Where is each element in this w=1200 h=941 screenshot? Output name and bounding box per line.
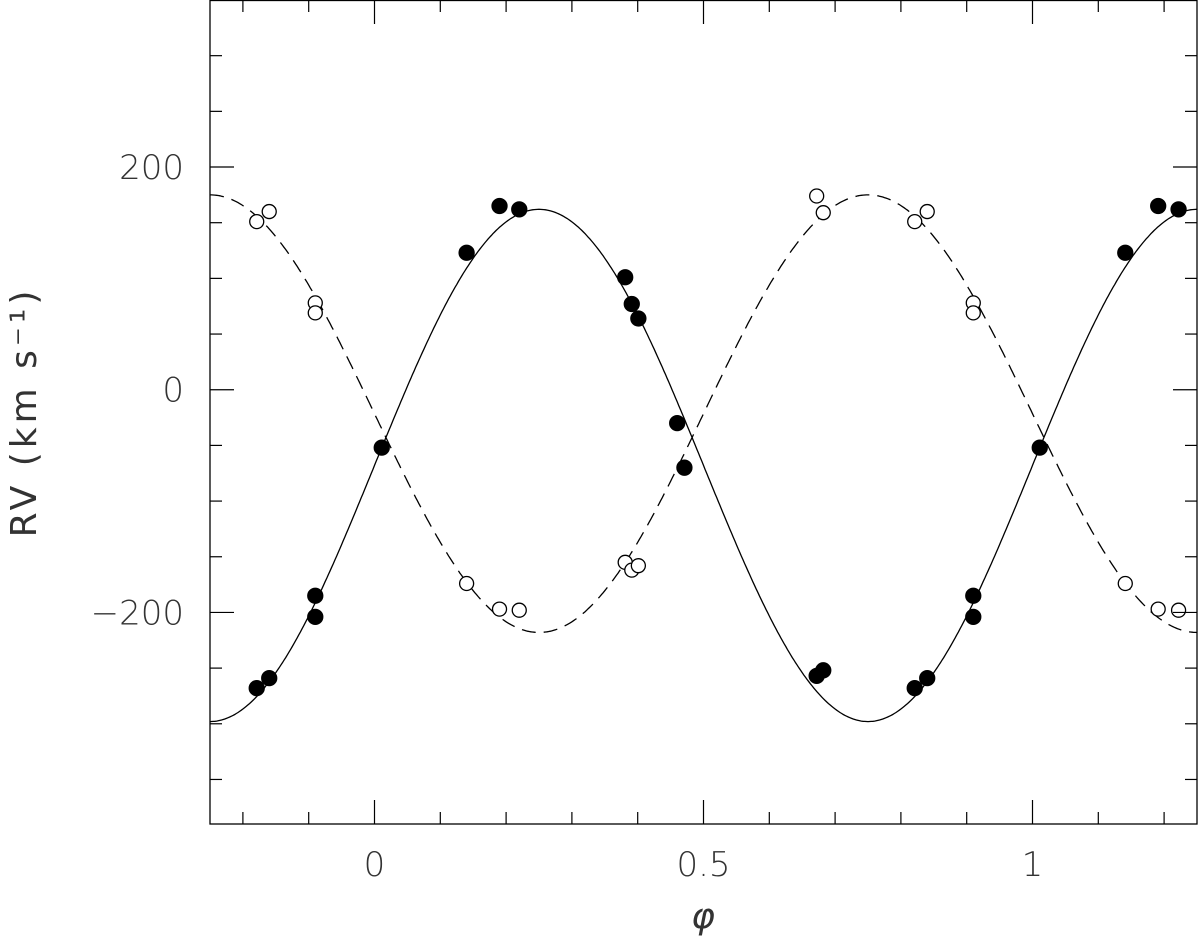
- data-point-filled: [373, 439, 390, 456]
- data-point-open: [919, 203, 935, 220]
- x-axis-label: φ: [691, 896, 715, 937]
- fit-curve-solid: [210, 208, 1197, 723]
- data-point-filled: [458, 244, 475, 261]
- data-point-filled: [307, 587, 324, 604]
- data-point-filled: [248, 680, 265, 697]
- data-point-open: [458, 575, 475, 592]
- data-point-filled: [261, 669, 278, 687]
- data-point-open: [815, 205, 831, 221]
- data-point-open: [491, 601, 508, 617]
- data-point-filled: [1150, 197, 1167, 215]
- data-point-open: [965, 305, 981, 321]
- y-tick-label: 0: [162, 371, 184, 411]
- data-point-filled: [307, 608, 324, 626]
- data-point-filled: [965, 587, 982, 604]
- axis-ticks: [210, 0, 1197, 824]
- data-point-open: [1170, 602, 1187, 618]
- fit-curves: [210, 194, 1197, 723]
- data-point-filled: [617, 269, 634, 286]
- data-point-filled: [676, 459, 693, 476]
- data-point-filled: [1117, 244, 1134, 261]
- data-point-filled: [965, 608, 982, 626]
- data-point-filled: [491, 197, 508, 215]
- data-point-open: [907, 213, 923, 230]
- data-point-filled: [815, 662, 832, 679]
- y-axis-label: RV (km s⁻¹): [4, 287, 45, 538]
- data-point-filled: [511, 201, 528, 218]
- x-tick-label: 0.5: [676, 845, 730, 885]
- data-point-open: [630, 558, 647, 574]
- x-tick-label: 0: [364, 845, 386, 885]
- data-point-open: [261, 203, 277, 220]
- data-point-filled: [906, 680, 923, 697]
- data-point-open: [1117, 575, 1133, 592]
- data-point-open: [1150, 601, 1166, 617]
- plot-frame: [209, 0, 1198, 825]
- data-point-open: [249, 213, 265, 230]
- y-tick-label: −200: [91, 593, 184, 633]
- data-point-open: [511, 602, 527, 618]
- data-point-filled: [1031, 439, 1048, 456]
- data-point-filled: [919, 669, 936, 687]
- data-point-filled: [669, 414, 686, 432]
- data-point-open: [307, 305, 323, 321]
- data-points: [248, 188, 1187, 697]
- x-tick-label: 1: [1022, 845, 1044, 885]
- tick-labels: 0 0.5 1 200 0 −200: [91, 148, 1044, 885]
- fit-curve-dashed: [210, 194, 1197, 634]
- data-point-filled: [623, 295, 640, 313]
- data-point-filled: [1170, 201, 1187, 218]
- data-point-filled: [630, 310, 647, 327]
- data-point-open: [809, 188, 825, 204]
- y-tick-label: 200: [119, 148, 184, 188]
